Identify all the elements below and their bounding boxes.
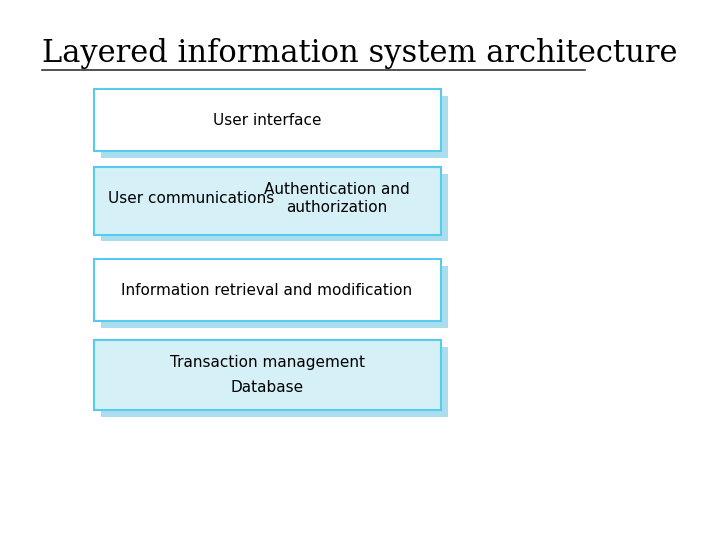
FancyBboxPatch shape xyxy=(101,347,448,417)
Text: User communications: User communications xyxy=(107,191,274,206)
Text: Transaction management
Database: Transaction management Database xyxy=(169,355,364,395)
FancyBboxPatch shape xyxy=(94,89,441,151)
FancyBboxPatch shape xyxy=(94,259,441,321)
Text: User interface: User interface xyxy=(213,113,321,127)
Text: Authentication and
authorization: Authentication and authorization xyxy=(264,183,409,215)
FancyBboxPatch shape xyxy=(94,167,441,235)
Text: Layered information system architecture: Layered information system architecture xyxy=(42,38,678,69)
FancyBboxPatch shape xyxy=(94,340,441,410)
FancyBboxPatch shape xyxy=(101,96,448,158)
FancyBboxPatch shape xyxy=(101,266,448,328)
Text: Information retrieval and modification: Information retrieval and modification xyxy=(122,283,413,298)
FancyBboxPatch shape xyxy=(101,174,448,241)
